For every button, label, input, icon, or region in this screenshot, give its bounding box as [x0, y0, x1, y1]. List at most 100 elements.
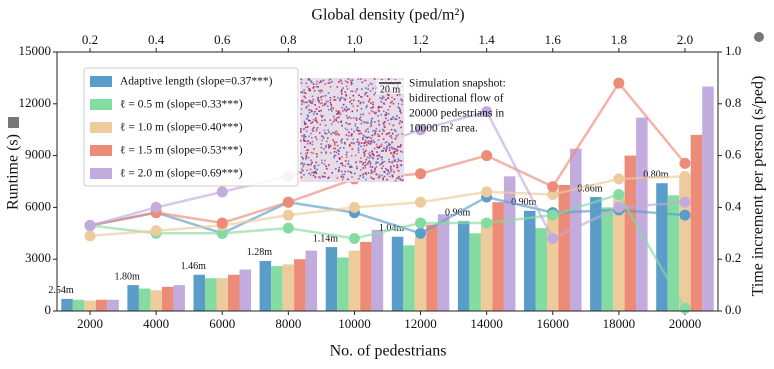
snapshot-dot: [327, 92, 330, 94]
snapshot-dot: [363, 135, 365, 137]
marker: [613, 201, 625, 213]
snapshot-dot: [339, 97, 342, 100]
snapshot-dot: [300, 163, 302, 165]
snapshot-dot: [341, 89, 343, 91]
bar: [590, 197, 602, 311]
snapshot-dot: [392, 102, 395, 105]
snapshot-dot: [313, 111, 316, 113]
snapshot-dot: [308, 111, 311, 114]
snapshot-dot: [351, 79, 354, 81]
snapshot-dot: [344, 160, 347, 162]
snapshot-dot: [369, 125, 372, 128]
bar: [570, 148, 582, 311]
bar: [547, 212, 559, 311]
snapshot-dot: [311, 171, 313, 174]
snapshot-dot: [320, 143, 323, 145]
snapshot-dot: [311, 110, 313, 113]
snapshot-dot: [303, 120, 306, 123]
snapshot-dot: [333, 96, 336, 98]
snapshot-dot: [311, 121, 314, 124]
snapshot-dot: [313, 113, 315, 116]
snapshot-dot: [371, 117, 374, 120]
snapshot-dot: [391, 141, 393, 144]
snapshot-dot: [347, 123, 350, 125]
snapshot-dot: [347, 170, 349, 173]
snapshot-dot: [329, 144, 332, 147]
snapshot-dot: [334, 142, 336, 145]
snapshot-dot: [373, 93, 376, 96]
marker: [282, 222, 294, 234]
snapshot-dot: [312, 174, 315, 177]
snapshot-dot: [378, 145, 381, 148]
marker: [547, 188, 559, 200]
snapshot-dot: [371, 106, 374, 109]
snapshot-dot: [316, 138, 318, 141]
snapshot-dot: [327, 177, 329, 180]
snapshot-dot: [304, 121, 306, 124]
snapshot-dot: [350, 142, 353, 144]
snapshot-dot: [325, 152, 327, 154]
top-tick-label: 0.8: [280, 32, 296, 47]
snapshot-dot: [372, 101, 374, 104]
y2-axis-marker: [754, 32, 764, 42]
snapshot-dot: [322, 104, 324, 107]
snapshot-dot: [310, 132, 312, 135]
snapshot-dot: [372, 177, 374, 180]
snapshot-dot: [385, 117, 387, 120]
bar: [403, 245, 415, 311]
bar: [239, 269, 251, 311]
snapshot-dot: [350, 102, 353, 105]
line: [89, 175, 685, 238]
snapshot-dot: [349, 123, 351, 125]
snapshot-dot: [375, 173, 378, 176]
snapshot-dot: [388, 158, 390, 161]
snapshot-dot: [360, 142, 363, 144]
snapshot-dot: [341, 178, 344, 181]
snapshot-dot: [381, 174, 383, 177]
snapshot-dot: [393, 170, 395, 173]
snapshot-dot: [373, 154, 375, 157]
snapshot-dot: [362, 167, 364, 169]
snapshot-dot: [367, 127, 369, 130]
snapshot-dot: [341, 138, 343, 141]
snapshot-dot: [301, 103, 303, 105]
snapshot-dot: [352, 117, 355, 119]
snapshot-dot: [358, 177, 360, 180]
bar: [391, 236, 404, 311]
snapshot-dot: [325, 151, 327, 153]
snapshot-dot: [386, 145, 388, 147]
snapshot-dot: [339, 98, 341, 100]
snapshot-dot: [351, 148, 354, 150]
snapshot-dot: [333, 132, 336, 134]
snapshot-dot: [371, 134, 374, 137]
bar: [348, 250, 361, 311]
snapshot-dot: [401, 103, 403, 106]
snapshot-dot: [372, 157, 375, 160]
snapshot-dot: [378, 110, 380, 113]
snapshot-dot: [328, 145, 330, 148]
snapshot-dot: [388, 147, 391, 149]
snapshot-dot: [386, 169, 388, 171]
snapshot-dot: [377, 106, 380, 108]
snapshot-dot: [400, 112, 402, 114]
bar: [72, 299, 85, 311]
snapshot-dot: [338, 150, 340, 152]
snapshot-dot: [357, 151, 360, 154]
snapshot-dot: [370, 107, 373, 109]
snapshot-dot: [309, 142, 311, 145]
snapshot-dot: [325, 100, 328, 103]
snapshot-dot: [337, 170, 340, 173]
snapshot-dot: [360, 122, 363, 125]
y-axis-label: Runtime (s): [5, 134, 22, 210]
snapshot-dot: [311, 161, 313, 164]
snapshot-dot: [305, 156, 307, 159]
snapshot-dot: [365, 144, 368, 146]
snapshot-dot: [300, 139, 302, 142]
snapshot-dot: [305, 154, 308, 157]
bar: [259, 260, 272, 311]
snapshot-dot: [378, 176, 381, 178]
snapshot-dot: [380, 150, 383, 152]
snapshot-dot: [382, 110, 385, 113]
snapshot-dot: [315, 152, 318, 155]
